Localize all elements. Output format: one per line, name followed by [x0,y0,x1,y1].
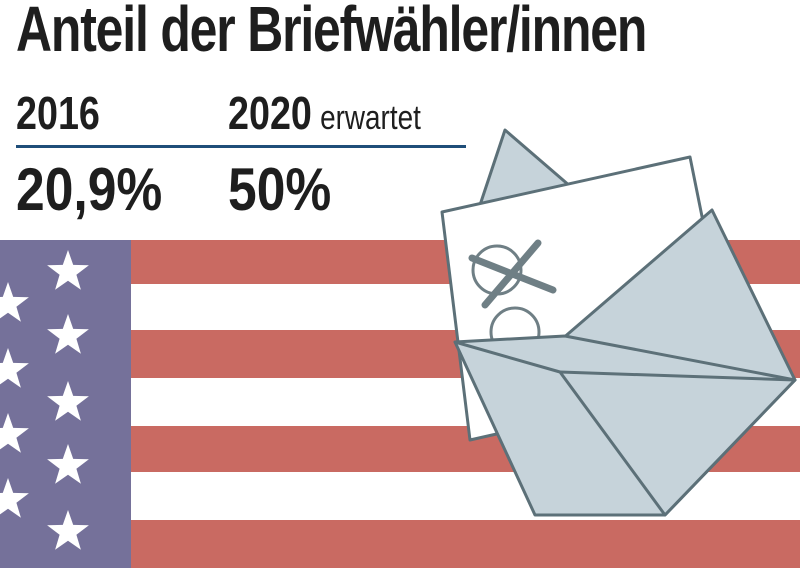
flag-star-icon [0,413,29,453]
value-2016: 20,9% [16,156,163,223]
flag-star-icon [47,381,89,421]
flag-star-icon [0,348,29,388]
year-2016-heading: 2016 [16,90,100,136]
envelope-icon [440,128,797,517]
value-2020: 50% [228,156,332,223]
year-note: erwartet [320,99,421,137]
divider [16,145,466,148]
year-2020-heading: 2020 erwartet [228,90,421,136]
flag-star-icon [47,510,89,550]
flag-star-icon [0,478,29,518]
flag-star-icon [47,250,89,290]
flag-star-icon [47,444,89,484]
year-label: 2016 [16,87,100,139]
page-title: Anteil der Briefwähler/innen [16,0,647,65]
flag-star-icon [47,314,89,354]
ballot-cross-icon [468,239,557,309]
year-label: 2020 [228,87,312,139]
flag-star-icon [0,282,29,322]
